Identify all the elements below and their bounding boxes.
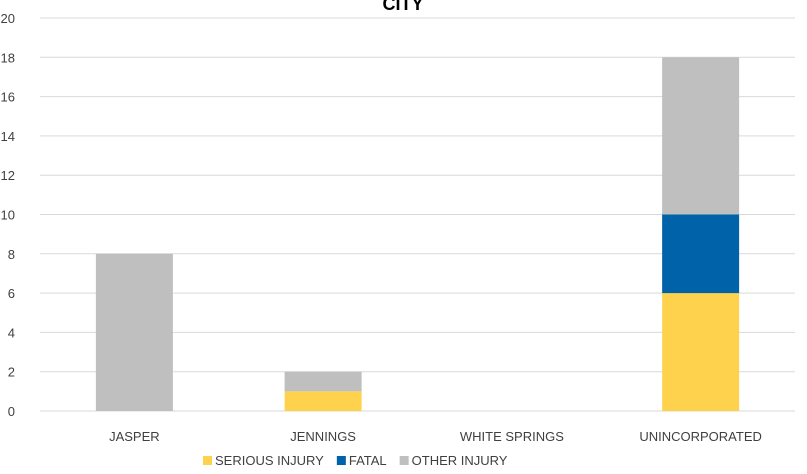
legend: SERIOUS INJURY FATAL OTHER INJURY <box>203 453 508 468</box>
bar-segment <box>662 214 740 294</box>
y-tick-label: 20 <box>1 11 15 26</box>
legend-label: SERIOUS INJURY <box>215 453 324 468</box>
bar-segment <box>284 391 362 411</box>
y-tick-label: 10 <box>1 208 15 223</box>
x-axis-category-labels: JASPER JENNINGS WHITE SPRINGS UNINCORPORATE… <box>109 429 762 444</box>
y-tick-label: 0 <box>8 404 15 419</box>
bar-segment <box>662 293 740 411</box>
x-category-label: UNINCORPORATED <box>639 429 762 444</box>
x-category-label: JASPER <box>109 429 160 444</box>
y-axis-tick-labels: 0 2 4 6 8 10 12 14 16 18 20 <box>1 11 15 419</box>
x-category-label: JENNINGS <box>290 429 356 444</box>
y-tick-label: 18 <box>1 50 15 65</box>
bar-segment <box>284 371 362 392</box>
legend-swatch <box>203 456 212 465</box>
bar-segment <box>95 253 173 411</box>
bar-segment <box>662 57 740 215</box>
y-tick-label: 4 <box>8 325 15 340</box>
legend-label: OTHER INJURY <box>412 453 508 468</box>
legend-swatch <box>399 456 409 465</box>
chart-title: CITY <box>382 0 423 14</box>
y-tick-label: 2 <box>8 365 15 380</box>
y-tick-label: 8 <box>8 247 15 262</box>
x-category-label: WHITE SPRINGS <box>460 429 564 444</box>
y-tick-label: 14 <box>1 129 15 144</box>
legend-swatch <box>336 456 346 465</box>
y-tick-label: 16 <box>1 90 15 105</box>
y-tick-label: 12 <box>1 168 15 183</box>
bars <box>95 57 740 411</box>
y-tick-label: 6 <box>8 286 15 301</box>
legend-label: FATAL <box>349 453 387 468</box>
